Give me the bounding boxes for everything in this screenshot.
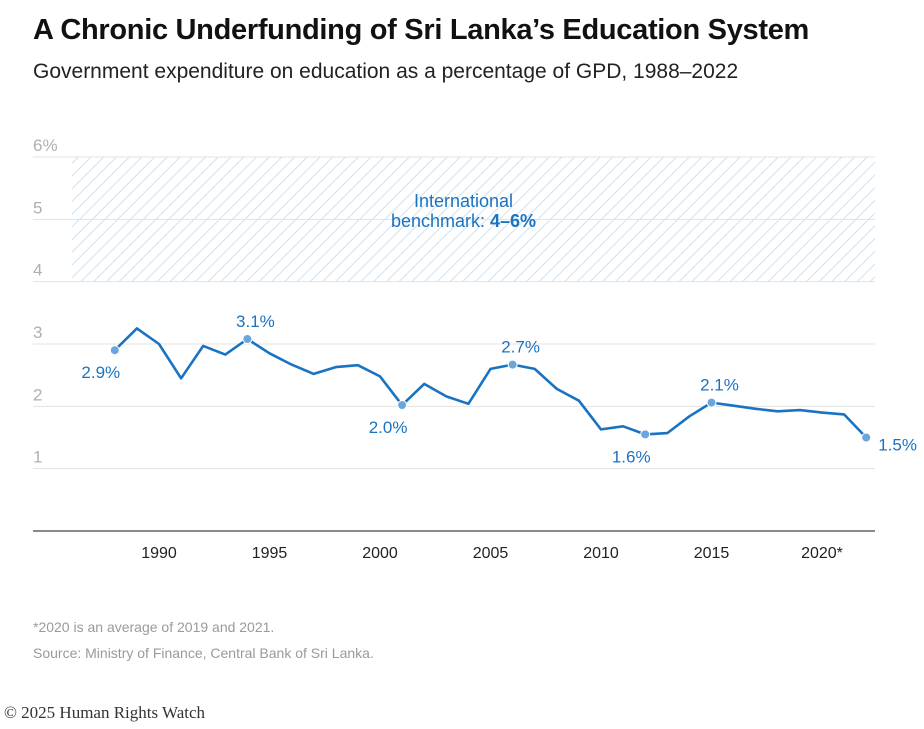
benchmark-label: benchmark: 4–6%	[391, 211, 536, 231]
data-point	[861, 432, 872, 443]
data-label: 2.7%	[501, 338, 540, 357]
x-tick-label: 2000	[362, 545, 398, 562]
data-point	[507, 359, 518, 370]
data-label: 1.5%	[878, 436, 917, 455]
y-tick-label: 2	[33, 385, 42, 404]
data-point	[706, 397, 717, 408]
y-tick-label: 4	[33, 261, 42, 280]
y-tick-label: 5	[33, 198, 42, 217]
data-label: 2.1%	[700, 376, 739, 395]
chart-title: A Chronic Underfunding of Sri Lanka’s Ed…	[33, 14, 810, 46]
x-tick-label: 2015	[694, 545, 730, 562]
data-label: 2.0%	[369, 418, 408, 437]
chart-subtitle: Government expenditure on education as a…	[33, 60, 739, 83]
x-tick-label: 1995	[252, 545, 288, 562]
x-tick-label: 1990	[141, 545, 177, 562]
y-tick-label: 6%	[33, 136, 58, 155]
data-label: 2.9%	[81, 363, 120, 382]
x-tick-label: 2020*	[801, 545, 843, 562]
x-tick-label: 2005	[473, 545, 509, 562]
data-point	[397, 400, 408, 411]
source-note: Source: Ministry of Finance, Central Ban…	[33, 645, 374, 661]
line-chart: 1 2 3 4 5 6% 1990 1995 2000 2005 2010 2015 2020* Inte…	[33, 136, 917, 562]
benchmark-label: International	[414, 191, 513, 211]
data-label: 3.1%	[236, 312, 275, 331]
data-point	[640, 429, 651, 440]
y-tick-label: 3	[33, 323, 42, 342]
series-line	[113, 327, 868, 439]
data-point	[109, 345, 120, 356]
data-label: 1.6%	[612, 447, 651, 466]
data-point	[242, 334, 253, 345]
y-tick-label: 1	[33, 448, 42, 467]
copyright: © 2025 Human Rights Watch	[4, 703, 206, 722]
footnote: *2020 is an average of 2019 and 2021.	[33, 619, 275, 635]
x-tick-label: 2010	[583, 545, 619, 562]
